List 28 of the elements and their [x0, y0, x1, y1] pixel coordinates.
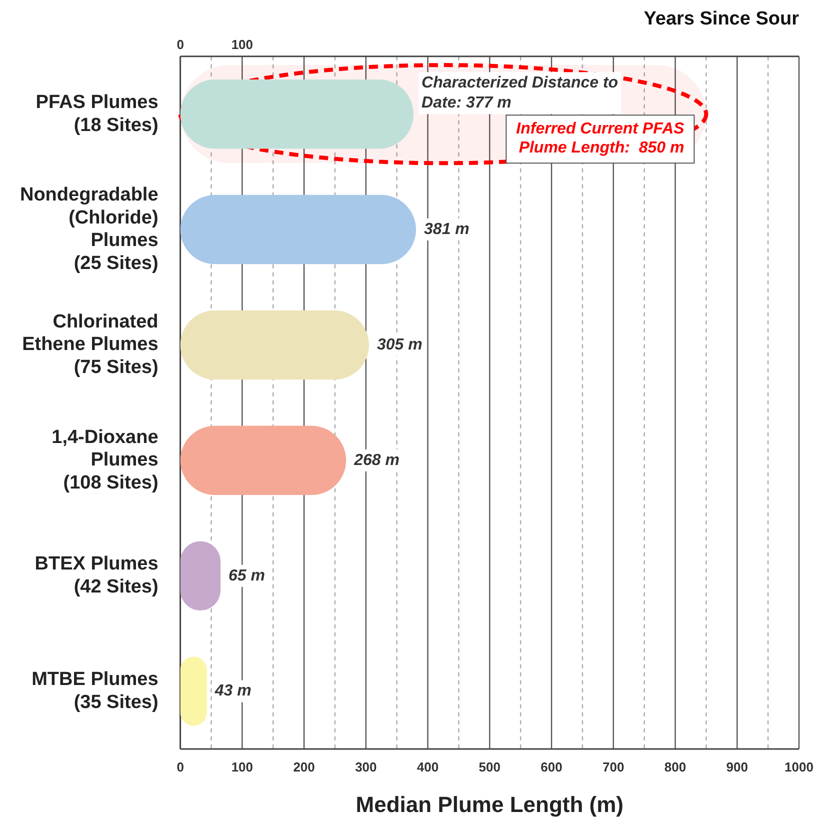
x-tick-label: 0: [176, 759, 184, 774]
x-tick-label: 400: [416, 759, 439, 774]
y-tick-label: Nondegradable (Chloride) Plumes (25 Sites): [20, 184, 158, 274]
x-tick-label: 1000: [784, 759, 814, 774]
x-tick-label: 100: [231, 759, 254, 774]
data-label: 65 m: [228, 567, 265, 584]
y-tick-label: PFAS Plumes (18 Sites): [36, 92, 158, 136]
x-tick-label: 900: [726, 759, 748, 774]
x-tick-label: 800: [664, 759, 686, 774]
data-label: Inferred Current PFAS Plume Length: 850 m: [516, 120, 685, 157]
data-label: 43 m: [214, 682, 252, 700]
x-axis-title: Median Plume Length (m): [356, 792, 624, 817]
y-tick-label: BTEX Plumes (42 Sites): [34, 554, 158, 598]
y-tick-label: Chlorinated Ethene Plumes (75 Sites): [22, 311, 158, 378]
data-label: 305 m: [377, 336, 422, 354]
x2-tick-label: 0: [176, 37, 184, 52]
x-tick-label: 300: [355, 759, 377, 774]
x2-tick-label: 100: [231, 37, 254, 52]
x-tick-label: 500: [478, 759, 500, 774]
data-label: 381 m: [424, 220, 470, 238]
x-tick-label: 700: [602, 759, 624, 774]
x-tick-label: 600: [540, 759, 562, 774]
x-tick-label: 200: [293, 759, 315, 774]
y-tick-label: MTBE Plumes (35 Sites): [32, 669, 158, 713]
data-label: Characterized Distance to Date: 377 m: [422, 74, 618, 112]
data-label: 268 m: [353, 452, 400, 469]
x2-axis-title: Years Since Sour: [644, 8, 800, 30]
y-tick-label: 1,4-Dioxane Plumes (108 Sites): [52, 426, 158, 494]
